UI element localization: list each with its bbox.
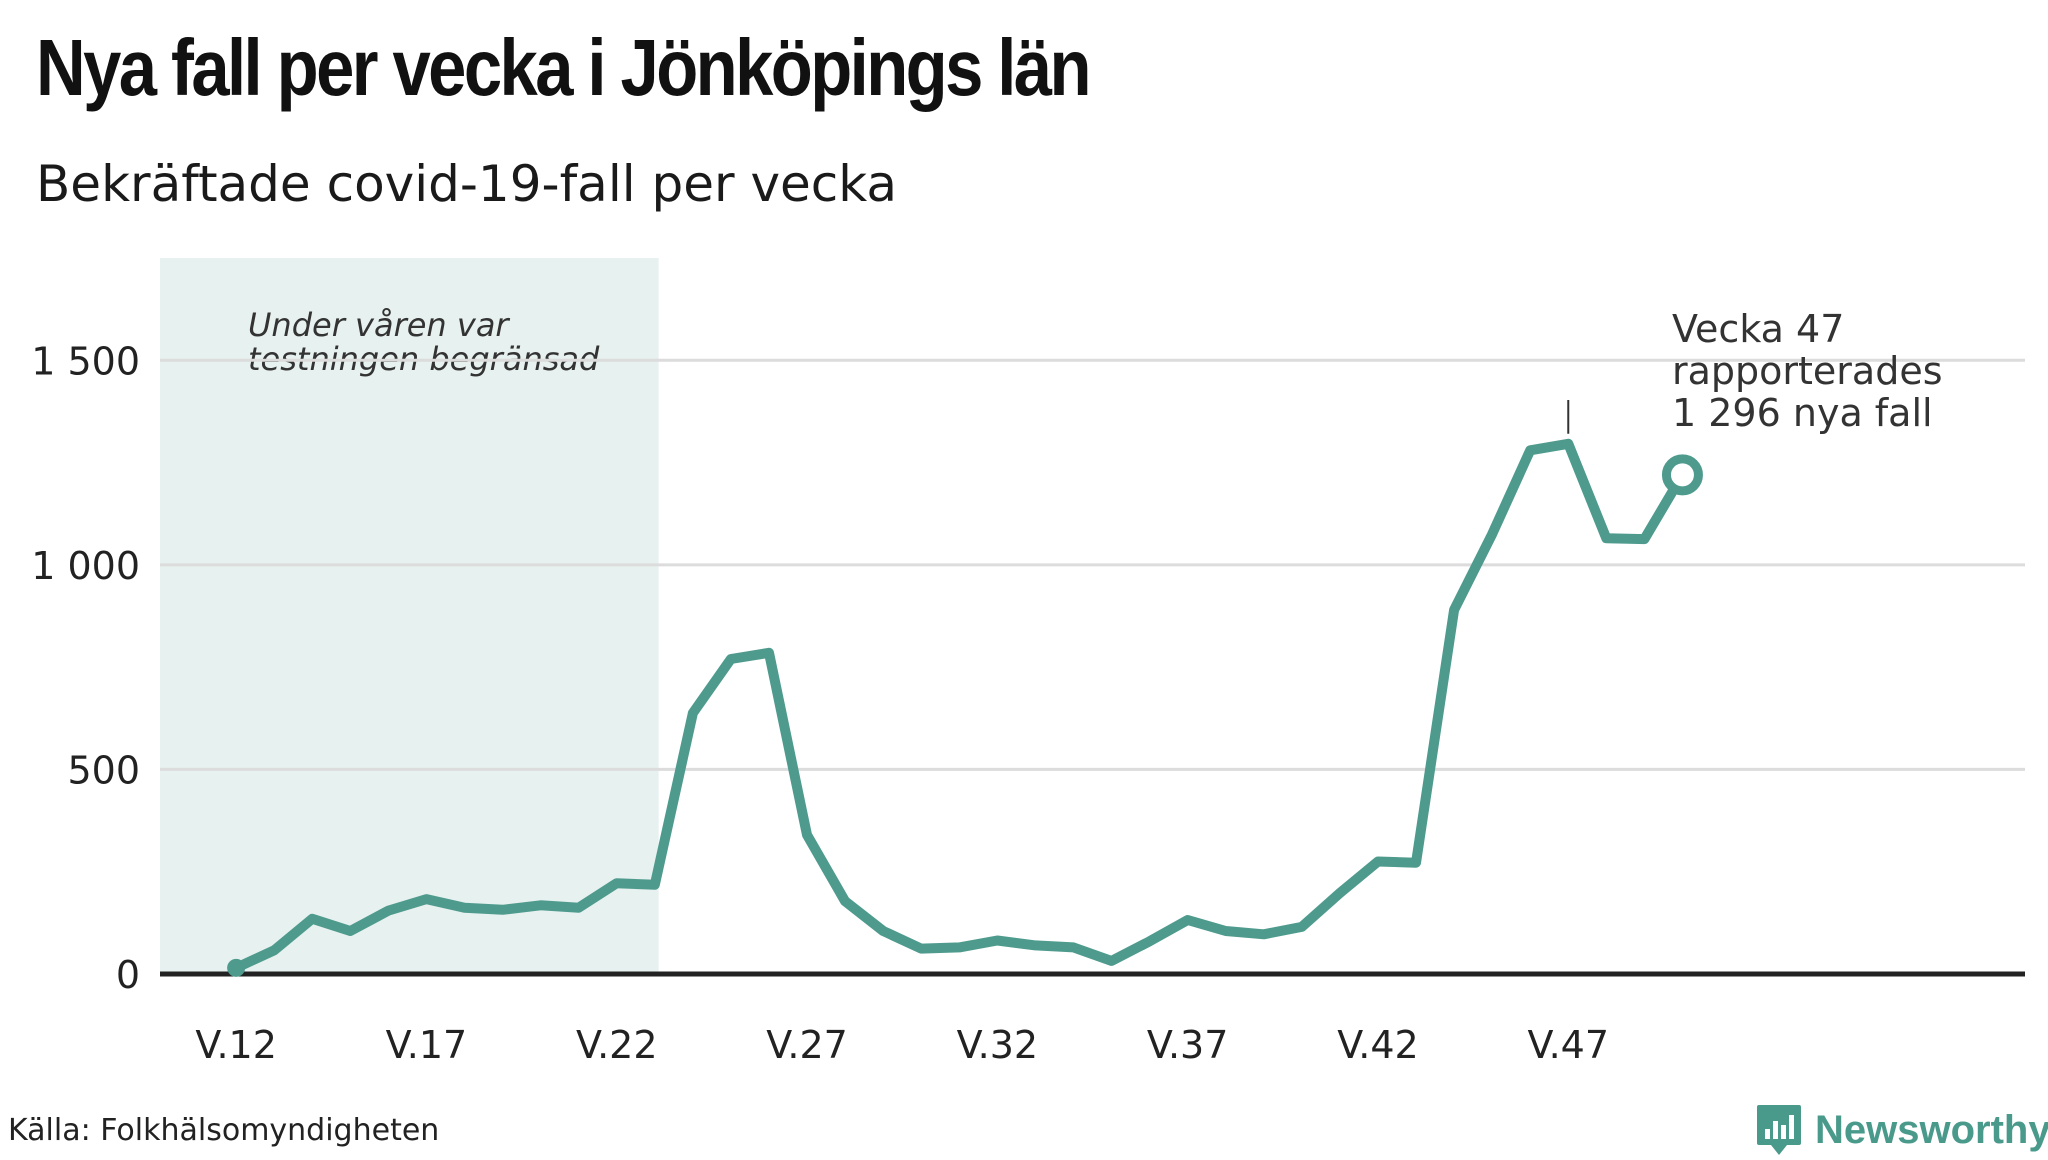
data-point	[383, 906, 393, 916]
data-point	[878, 926, 888, 936]
x-tick-label: V.32	[957, 1023, 1039, 1067]
y-tick-label: 500	[67, 748, 140, 792]
data-point	[269, 945, 279, 955]
brand-logo: Newsworthy	[1755, 1100, 2048, 1160]
chart-title: Nya fall per vecka i Jönköpings län	[36, 23, 1092, 112]
data-point	[421, 894, 431, 904]
data-point	[1030, 940, 1040, 950]
x-tick-label: V.47	[1527, 1023, 1609, 1067]
x-tick-label: V.42	[1337, 1023, 1419, 1067]
data-point	[1563, 439, 1573, 449]
x-tick-label: V.17	[386, 1023, 468, 1067]
data-point-end	[1661, 454, 1703, 496]
data-point	[1601, 533, 1611, 543]
data-point	[498, 905, 508, 915]
x-tick-label: V.12	[195, 1023, 277, 1067]
data-point	[802, 830, 812, 840]
data-point	[1449, 605, 1459, 615]
source-note: Källa: Folkhälsomyndigheten	[8, 1113, 440, 1148]
data-point	[916, 944, 926, 954]
data-point	[1487, 529, 1497, 539]
data-point	[840, 896, 850, 906]
gridlines	[160, 358, 2025, 771]
brand-chart-icon	[1757, 1105, 1801, 1155]
data-point	[1297, 922, 1307, 932]
data-point	[574, 903, 584, 913]
data-point	[992, 935, 1002, 945]
data-point	[459, 903, 469, 913]
data-point	[1145, 936, 1155, 946]
y-axis-labels: 0 500 1 000 1 500	[31, 339, 140, 997]
data-point	[612, 878, 622, 888]
x-tick-label: V.27	[766, 1023, 848, 1067]
y-tick-label: 0	[116, 953, 140, 997]
data-point	[650, 880, 660, 890]
annotation-line1: Vecka 47	[1672, 307, 1844, 351]
data-point	[954, 942, 964, 952]
chart-subtitle: Bekräftade covid-19-fall per vecka	[36, 155, 898, 213]
data-point	[1639, 534, 1649, 544]
data-point	[1411, 858, 1421, 868]
data-point	[1525, 445, 1535, 455]
shaded-region-label-line1: Under våren var	[248, 306, 510, 344]
data-point	[1068, 942, 1078, 952]
x-tick-label: V.22	[576, 1023, 658, 1067]
brand-name: Newsworthy	[1815, 1107, 2048, 1152]
data-point	[307, 914, 317, 924]
data-point	[345, 926, 355, 936]
data-point	[536, 900, 546, 910]
y-tick-label: 1 500	[31, 339, 140, 383]
data-point	[1373, 856, 1383, 866]
annotation-line2: rapporterades	[1672, 349, 1943, 393]
data-point	[1221, 926, 1231, 936]
data-point	[1259, 929, 1269, 939]
data-point	[726, 654, 736, 664]
shaded-region	[160, 258, 659, 974]
data-point	[688, 708, 698, 718]
annotation-line3: 1 296 nya fall	[1672, 391, 1933, 435]
data-point	[1107, 956, 1117, 966]
data-point	[764, 648, 774, 658]
y-tick-label: 1 000	[31, 544, 140, 588]
series-line	[231, 438, 1688, 973]
x-axis-labels: V.12 V.17 V.22 V.27 V.32 V.37 V.42 V.47	[195, 1023, 1609, 1067]
x-tick-label: V.37	[1147, 1023, 1229, 1067]
data-point	[1335, 888, 1345, 898]
data-points	[227, 439, 1703, 977]
data-point-start	[227, 958, 246, 977]
data-point	[1183, 915, 1193, 925]
